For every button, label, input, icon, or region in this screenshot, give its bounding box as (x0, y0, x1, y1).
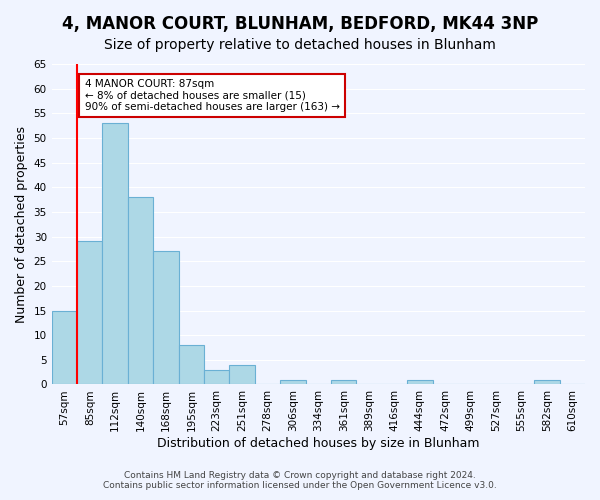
Bar (331, 380, 356, 384)
Bar (229, 364, 255, 384)
Bar (534, 380, 560, 384)
Bar (103, 123, 128, 384)
Text: Size of property relative to detached houses in Blunham: Size of property relative to detached ho… (104, 38, 496, 52)
Bar (179, 345, 204, 385)
Bar (153, 252, 179, 384)
Bar (52, 310, 77, 384)
Text: Contains HM Land Registry data © Crown copyright and database right 2024.
Contai: Contains HM Land Registry data © Crown c… (103, 470, 497, 490)
Text: 4, MANOR COURT, BLUNHAM, BEDFORD, MK44 3NP: 4, MANOR COURT, BLUNHAM, BEDFORD, MK44 3… (62, 15, 538, 33)
Bar (128, 197, 153, 384)
Bar (204, 370, 229, 384)
Bar (280, 380, 305, 384)
Bar (77, 242, 103, 384)
X-axis label: Distribution of detached houses by size in Blunham: Distribution of detached houses by size … (157, 437, 479, 450)
Y-axis label: Number of detached properties: Number of detached properties (15, 126, 28, 322)
Text: 4 MANOR COURT: 87sqm
← 8% of detached houses are smaller (15)
90% of semi-detach: 4 MANOR COURT: 87sqm ← 8% of detached ho… (85, 79, 340, 112)
Bar (407, 380, 433, 384)
